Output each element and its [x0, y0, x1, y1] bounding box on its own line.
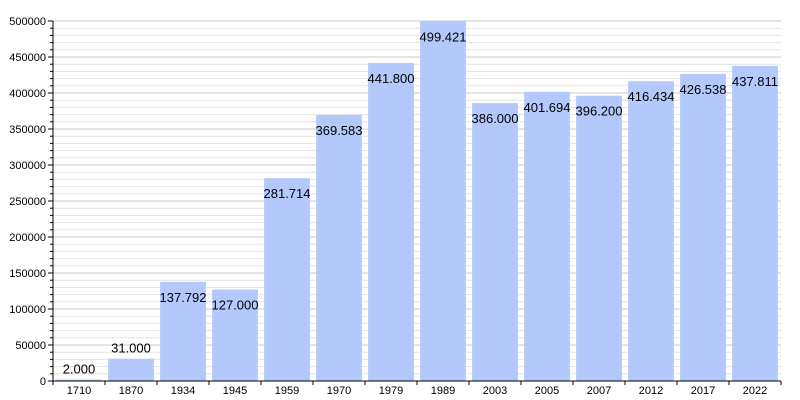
data-labels: 2.000 31.000 137.792 127.000 281.714 369.583 4… [63, 29, 778, 376]
bar-1979 [368, 62, 414, 382]
bar-2003 [472, 103, 518, 381]
x-tick-label: 2003 [483, 385, 507, 397]
data-label: 369.583 [316, 123, 363, 138]
data-label: 31.000 [111, 341, 151, 356]
data-label: 437.811 [732, 74, 778, 89]
y-tick-label: 250000 [9, 196, 46, 208]
data-label: 127.000 [212, 298, 259, 313]
data-label: 281.714 [264, 186, 311, 201]
y-tick-label: 200000 [9, 232, 46, 244]
x-tick-label: 2022 [743, 385, 767, 397]
bar-2007 [576, 95, 622, 382]
x-tick-label: 1870 [119, 385, 143, 397]
x-tick-label: 2012 [639, 385, 663, 397]
bar-1970 [316, 114, 362, 381]
data-label: 386.000 [472, 111, 519, 126]
data-label: 499.421 [420, 29, 467, 44]
y-tick-label: 150000 [9, 268, 46, 280]
x-tick-label: 1945 [223, 385, 247, 397]
bar-2012 [628, 81, 674, 382]
x-tick-label: 1934 [171, 385, 195, 397]
x-axis-ticks: 1710 1870 1934 1945 1959 1970 1979 1989 2003 2005… [52, 381, 782, 397]
x-tick-label: 1959 [275, 385, 299, 397]
y-tick-label: 400000 [9, 88, 46, 100]
data-label: 396.200 [576, 104, 623, 119]
bar-2017 [680, 73, 726, 381]
bar-2005 [524, 91, 570, 381]
data-label: 426.538 [680, 82, 727, 97]
y-tick-label: 450000 [9, 52, 46, 64]
data-label: 416.434 [628, 89, 675, 104]
y-tick-label: 500000 [9, 16, 46, 28]
x-tick-label: 2017 [691, 385, 715, 397]
data-label: 401.694 [524, 100, 571, 115]
bar-1945 [212, 289, 258, 381]
bar-1934 [160, 281, 206, 381]
x-tick-label: 1989 [431, 385, 455, 397]
x-tick-label: 1710 [67, 385, 91, 397]
x-tick-label: 2007 [587, 385, 611, 397]
bar-1870 [108, 358, 154, 381]
y-tick-label: 50000 [15, 340, 46, 352]
bars [56, 21, 778, 382]
bar-2022 [732, 65, 778, 382]
y-tick-label: 350000 [9, 124, 46, 136]
y-tick-label: 0 [40, 376, 46, 388]
x-tick-label: 2005 [535, 385, 559, 397]
y-tick-label: 300000 [9, 160, 46, 172]
y-axis-ticks: 0 50000 100000 150000 200000 250000 300000 3500… [9, 16, 53, 388]
bar-1710 [56, 379, 102, 381]
bar-1959 [264, 178, 310, 381]
bar-1989 [420, 21, 466, 382]
x-tick-label: 1979 [379, 385, 403, 397]
data-label: 2.000 [63, 362, 96, 377]
data-label: 441.800 [368, 71, 415, 86]
x-tick-label: 1970 [327, 385, 351, 397]
data-label: 137.792 [160, 290, 207, 305]
y-tick-label: 100000 [9, 304, 46, 316]
